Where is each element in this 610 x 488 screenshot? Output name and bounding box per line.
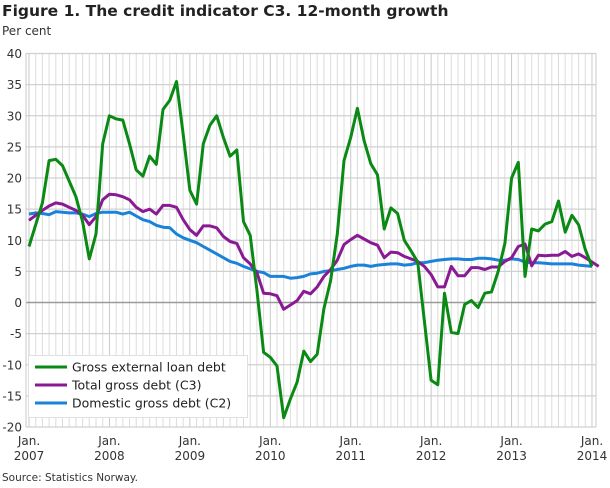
x-tick-label-month: Jan. [258,434,281,448]
y-tick-label: 15 [7,203,22,217]
y-tick-label: -10 [2,358,22,372]
y-tick-label: 35 [7,78,22,92]
y-tick-label: 5 [14,265,22,279]
y-tick-label: 30 [7,109,22,123]
y-tick-label: -15 [2,389,22,403]
x-tick-label-month: Jan. [17,434,40,448]
y-tick-label: -20 [2,421,22,435]
x-tick-label-year: 2007 [14,449,45,463]
series-line [28,192,600,311]
series-line [27,80,594,420]
x-tick-label-year: 2009 [175,449,206,463]
source-note: Source: Statistics Norway. [2,472,138,484]
y-tick-label: 0 [14,296,22,310]
legend-label: Total gross debt (C3) [71,378,201,393]
x-tick-label-year: 2011 [335,449,366,463]
x-tick-label-month: Jan. [499,434,522,448]
series-line [28,210,593,280]
x-tick-label-month: Jan. [178,434,201,448]
x-tick-label-month: Jan. [339,434,362,448]
x-tick-label-year: 2008 [94,449,125,463]
chart-title: Figure 1. The credit indicator C3. 12-mo… [2,2,449,20]
y-tick-label: 10 [7,234,22,248]
y-tick-label: 40 [7,47,22,61]
x-tick-label-year: 2014 [577,449,608,463]
y-tick-label: 25 [7,140,22,154]
legend-label: Domestic gross debt (C2) [72,396,231,411]
legend-label: Gross external loan debt [72,360,226,375]
y-axis-label: Per cent [2,24,52,38]
x-tick-label-month: Jan. [580,434,603,448]
y-tick-label: -5 [10,327,22,341]
x-tick-label-month: Jan. [97,434,120,448]
x-tick-label-month: Jan. [419,434,442,448]
x-tick-label-year: 2010 [255,449,286,463]
y-tick-label: 20 [7,172,22,186]
x-tick-label-year: 2013 [496,449,527,463]
x-tick-label-year: 2012 [416,449,447,463]
